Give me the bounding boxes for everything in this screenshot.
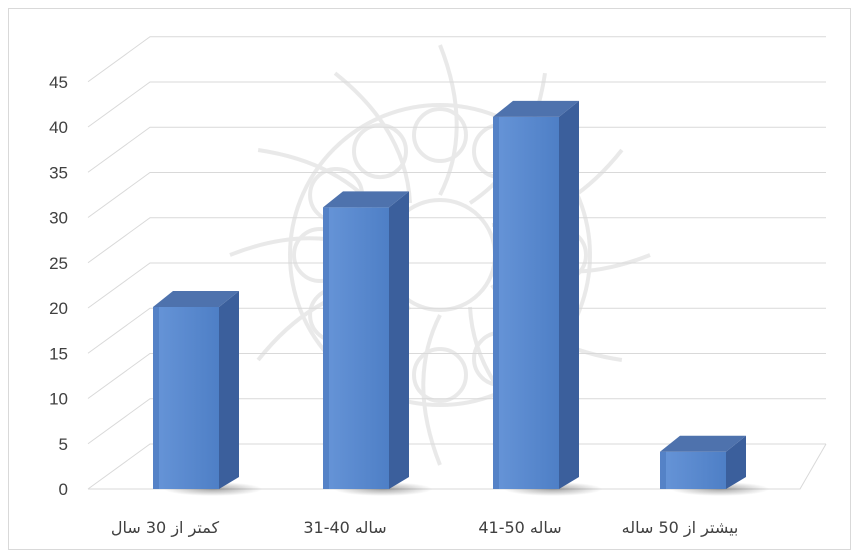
bar-edge — [153, 306, 159, 489]
bar-front — [323, 207, 389, 489]
gridline-15 — [87, 307, 826, 354]
gridline-10 — [87, 353, 826, 399]
bar-front — [493, 116, 559, 490]
y-tick-label: 0 — [59, 480, 68, 499]
bar-edge — [660, 451, 666, 489]
bar-side — [389, 191, 409, 489]
bars — [153, 100, 770, 496]
x-category-label: بیشتر از 50 ساله — [622, 518, 739, 538]
bar-side — [219, 290, 239, 489]
bar-2 — [323, 191, 433, 496]
bar-3 — [493, 100, 603, 496]
gridline-30 — [87, 172, 826, 218]
x-axis: کمتر از 30 سال 31-40 ساله 41-50 ساله بیشتر … — [111, 518, 738, 538]
y-tick-label: 10 — [49, 390, 68, 409]
y-tick-label: 45 — [49, 73, 68, 92]
bar-front — [660, 451, 726, 489]
y-tick-label: 5 — [59, 435, 68, 454]
gridline-20 — [87, 262, 826, 309]
gridline-35 — [87, 126, 826, 173]
bar-top — [660, 435, 746, 452]
bar-front — [153, 306, 219, 489]
gridline-0 — [87, 443, 826, 490]
gridline-25 — [87, 217, 826, 264]
y-axis: 0 5 10 15 20 25 30 35 40 45 — [49, 73, 68, 499]
y-tick-label: 20 — [49, 299, 68, 318]
gridline-40 — [87, 81, 826, 128]
gridline-45 — [87, 36, 826, 83]
x-category-label: کمتر از 30 سال — [111, 518, 220, 538]
gridlines — [87, 36, 827, 490]
bar-edge — [493, 116, 499, 490]
bar-edge — [323, 207, 329, 489]
gridline-5 — [87, 398, 826, 445]
x-category-label: 31-40 ساله — [303, 518, 386, 537]
y-tick-label: 25 — [49, 254, 68, 273]
bar-top — [153, 290, 239, 307]
y-tick-label: 40 — [49, 118, 68, 137]
x-category-label: 41-50 ساله — [478, 518, 561, 537]
watermark-emblem — [229, 44, 651, 466]
y-tick-label: 35 — [49, 163, 68, 182]
bar-side — [726, 435, 746, 489]
bar-top — [493, 100, 579, 117]
y-tick-label: 30 — [49, 209, 68, 228]
bar-side — [559, 100, 579, 490]
bar-4 — [660, 435, 770, 496]
y-tick-label: 15 — [49, 344, 68, 363]
bar-1 — [153, 290, 263, 496]
bar-top — [323, 191, 409, 208]
